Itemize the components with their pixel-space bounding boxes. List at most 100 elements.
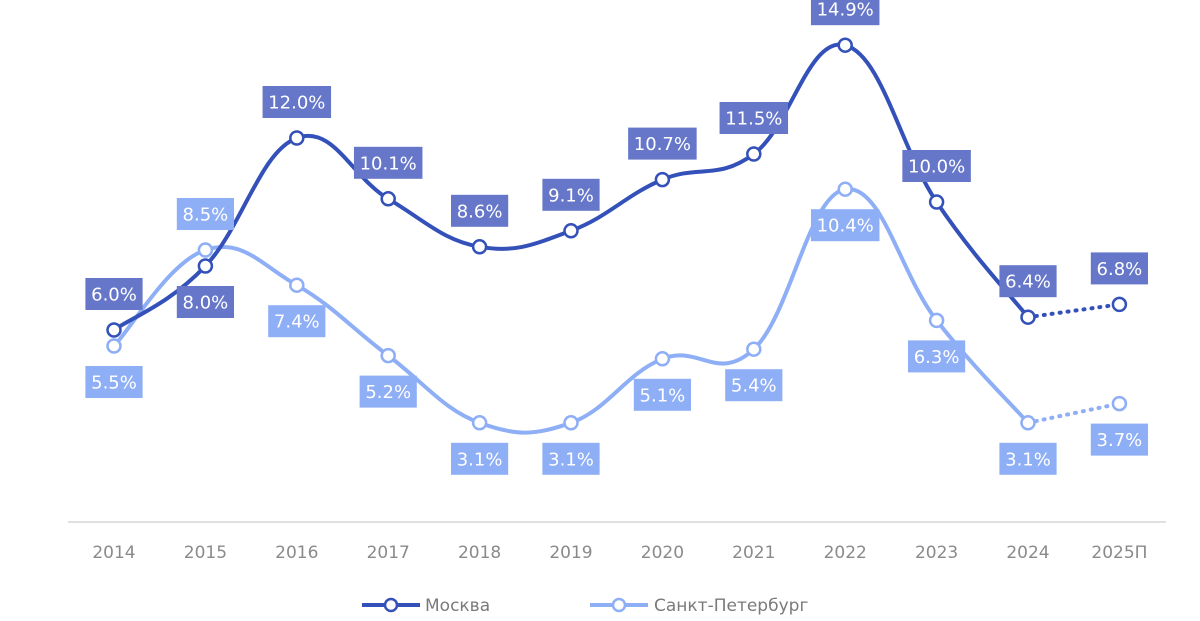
data-point xyxy=(746,341,762,357)
x-tick-label: 2018 xyxy=(458,543,501,563)
x-tick-label: 2021 xyxy=(732,543,775,563)
data-label-box xyxy=(725,369,783,402)
data-label-text: 3.1% xyxy=(1005,449,1051,470)
series-spb xyxy=(106,181,1128,435)
data-label: 7.4% xyxy=(268,305,326,338)
axis-layer: 2014 2015 2016 2017 2018 2019 2020 2021 2022 2023… xyxy=(68,521,1166,563)
data-label-text: 10.1% xyxy=(360,153,417,174)
data-label-box xyxy=(359,375,417,408)
data-label: 12.0% xyxy=(262,86,332,118)
x-tick-label: 2022 xyxy=(824,543,867,563)
data-label-box xyxy=(542,178,600,211)
data-label: 14.9% xyxy=(810,0,880,26)
x-tick-label: 2017 xyxy=(367,543,410,563)
data-point xyxy=(563,415,579,431)
data-label: 10.0% xyxy=(902,150,971,182)
data-label-box xyxy=(628,127,697,160)
legend-item: Санкт-Петербург xyxy=(590,596,808,616)
series-line xyxy=(112,187,1030,435)
data-label-text: 8.6% xyxy=(457,201,503,222)
data-label-text: 3.1% xyxy=(548,449,594,470)
data-label-text: 3.7% xyxy=(1097,430,1143,451)
data-point xyxy=(471,239,488,255)
x-tick-label: 2014 xyxy=(92,543,135,563)
data-label-text: 6.8% xyxy=(1097,259,1143,280)
x-tick-label: 2025П xyxy=(1091,543,1147,563)
data-label-box xyxy=(542,442,600,475)
data-point xyxy=(197,242,214,258)
data-point xyxy=(654,171,671,188)
x-tick-label: 2015 xyxy=(184,543,227,563)
data-label-box xyxy=(908,340,966,373)
data-label-text: 10.7% xyxy=(634,134,691,155)
data-labels-layer: 6.0% 8.0% 12.0% 10.1% 8.6% 9.1% 10.7% 11.5% 14.9… xyxy=(85,0,1148,475)
data-label-text: 10.4% xyxy=(817,216,874,237)
x-tick-label: 2019 xyxy=(549,543,592,563)
legend-marker xyxy=(383,597,399,613)
legend-label: Москва xyxy=(425,596,490,616)
legend: Москва Санкт-Петербург xyxy=(362,596,808,616)
data-label-text: 6.0% xyxy=(91,285,137,306)
data-point xyxy=(1111,296,1128,313)
data-label-text: 5.2% xyxy=(365,382,411,403)
data-label-box xyxy=(719,102,789,134)
data-point xyxy=(1111,395,1128,412)
data-label-box xyxy=(176,286,234,318)
data-label-text: 14.9% xyxy=(817,0,874,21)
data-point xyxy=(380,191,396,207)
data-point xyxy=(471,415,488,431)
data-point xyxy=(563,223,579,239)
data-label-box xyxy=(999,442,1057,475)
series-moscow xyxy=(106,37,1128,338)
data-label-text: 12.0% xyxy=(268,93,325,114)
data-label: 3.1% xyxy=(451,442,509,475)
data-label-box xyxy=(810,0,880,26)
data-label-text: 6.4% xyxy=(1005,272,1051,293)
data-label-box xyxy=(999,265,1057,298)
data-point xyxy=(380,347,396,364)
data-label-box xyxy=(85,278,143,310)
data-point xyxy=(289,277,305,293)
data-label: 10.4% xyxy=(810,209,880,242)
data-point xyxy=(106,322,122,338)
data-label-text: 8.5% xyxy=(183,205,229,226)
data-label-text: 10.0% xyxy=(908,157,965,178)
legend-label: Санкт-Петербург xyxy=(654,596,808,616)
data-label: 10.1% xyxy=(353,146,423,179)
data-label-box xyxy=(1090,252,1148,285)
data-label-text: 5.5% xyxy=(91,373,137,394)
data-label: 9.1% xyxy=(542,178,600,211)
data-label: 6.8% xyxy=(1090,252,1148,285)
data-label: 5.2% xyxy=(359,375,417,408)
legend-item: Москва xyxy=(362,596,490,616)
data-point xyxy=(746,146,762,162)
x-tick-label: 2016 xyxy=(275,543,318,563)
data-label: 5.4% xyxy=(725,369,783,402)
lines-layer xyxy=(106,37,1128,435)
series-forecast-line xyxy=(1026,401,1122,425)
data-point xyxy=(928,194,945,210)
data-point xyxy=(1020,309,1036,325)
data-point xyxy=(289,130,305,146)
data-label-box xyxy=(451,194,509,227)
data-label-box xyxy=(902,150,971,182)
data-point xyxy=(1020,415,1036,431)
data-label: 11.5% xyxy=(719,102,789,134)
data-label: 5.5% xyxy=(85,366,143,398)
x-tick-label: 2024 xyxy=(1006,543,1049,563)
data-label: 3.1% xyxy=(542,442,600,475)
data-label-box xyxy=(85,366,143,398)
data-label-box xyxy=(1090,423,1148,456)
data-label-text: 5.4% xyxy=(731,376,777,397)
data-label-text: 3.1% xyxy=(457,449,503,470)
legend-marker xyxy=(611,597,627,613)
data-label-box xyxy=(451,442,509,475)
data-point xyxy=(837,181,853,197)
data-label: 8.0% xyxy=(176,286,234,318)
data-label: 8.5% xyxy=(176,198,234,230)
data-point xyxy=(837,37,853,53)
data-point xyxy=(928,312,945,329)
data-label-box xyxy=(810,209,880,242)
data-point xyxy=(654,351,671,367)
